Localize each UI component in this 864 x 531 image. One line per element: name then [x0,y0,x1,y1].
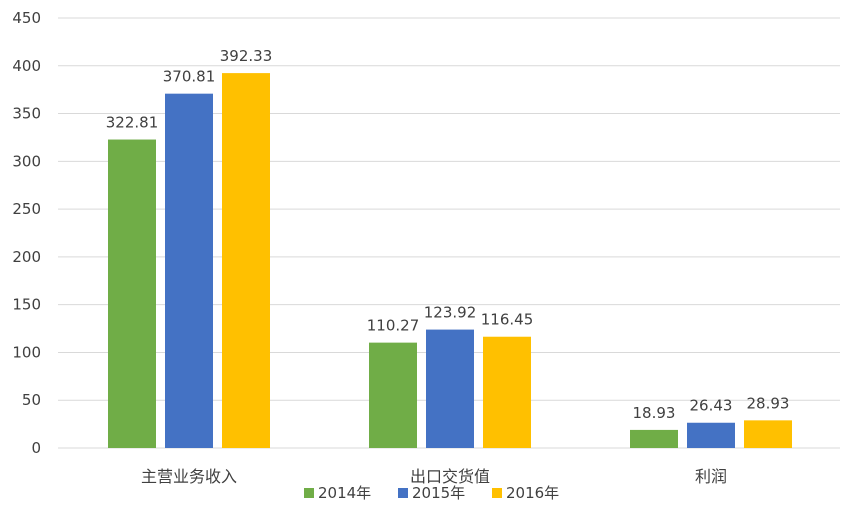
y-tick-label: 100 [12,343,41,361]
bar [426,329,474,448]
legend-label: 2016年 [506,484,559,502]
x-category-label: 主营业务收入 [141,467,237,486]
legend: 2014年 2015年 2016年 [304,484,559,502]
y-tick-label: 200 [12,248,41,266]
bar [630,429,678,448]
y-tick-label: 150 [12,296,41,314]
data-label: 26.43 [690,397,733,415]
bar [687,422,735,448]
x-category-label: 利润 [695,467,727,486]
legend-swatch [398,488,408,498]
legend-label: 2015年 [412,484,465,502]
x-axis-categories: 主营业务收入 出口交货值 利润 [141,467,727,486]
y-tick-label: 300 [12,152,41,170]
data-label: 370.81 [163,68,216,86]
y-tick-label: 50 [22,391,41,409]
data-label: 392.33 [220,47,273,65]
bar [222,73,270,449]
data-label: 322.81 [106,114,159,132]
data-label: 18.93 [633,404,676,422]
y-tick-label: 250 [12,200,41,218]
bars [108,73,792,449]
bar [369,342,417,448]
y-tick-label: 350 [12,105,41,123]
y-tick-label: 0 [31,439,41,457]
data-label: 110.27 [367,317,420,335]
y-axis-ticks: 0 50 100 150 200 250 300 350 400 450 [12,9,41,457]
data-labels: 322.81 110.27 18.93 370.81 123.92 26.43 392.33… [106,47,790,422]
bar [483,336,531,448]
y-tick-label: 400 [12,57,41,75]
bar [165,93,213,448]
bar [744,420,792,448]
y-tick-label: 450 [12,9,41,27]
data-label: 116.45 [481,311,534,329]
data-label: 123.92 [424,304,477,322]
x-category-label: 出口交货值 [410,467,490,486]
data-label: 28.93 [747,394,790,412]
legend-swatch [492,488,502,498]
legend-label: 2014年 [318,484,371,502]
legend-swatch [304,488,314,498]
bar [108,139,156,448]
